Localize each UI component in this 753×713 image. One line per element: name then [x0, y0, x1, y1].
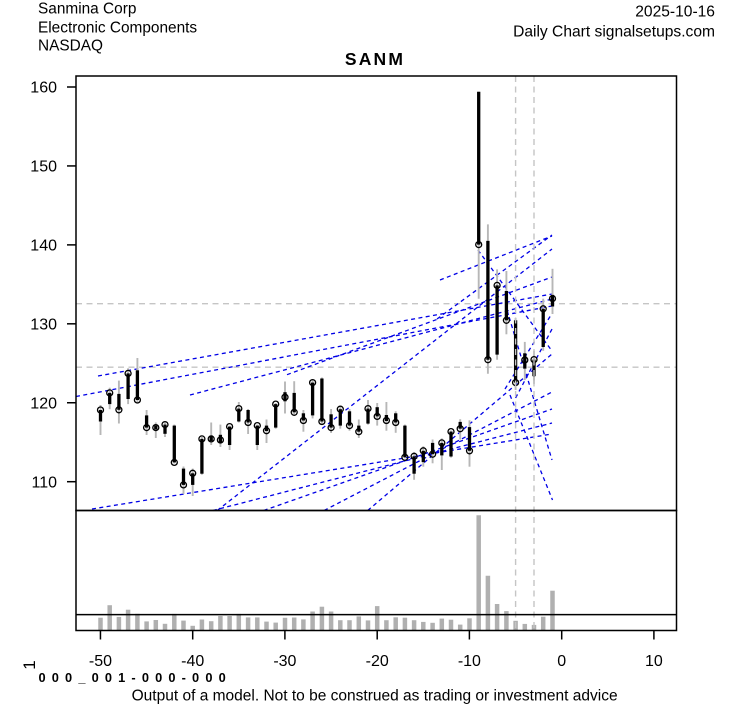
svg-text:SANM: SANM [345, 49, 405, 69]
svg-text:160: 160 [30, 80, 57, 97]
svg-text:-10: -10 [458, 653, 481, 670]
svg-text:120: 120 [30, 395, 57, 412]
svg-text:-20: -20 [366, 653, 389, 670]
svg-text:150: 150 [30, 159, 57, 176]
svg-text:1: 1 [20, 660, 39, 669]
svg-text:Electronic Components: Electronic Components [38, 19, 197, 36]
svg-text:Output of a model. Not to be c: Output of a model. Not to be construed a… [132, 688, 618, 705]
svg-text:Daily Chart signalsetups.com: Daily Chart signalsetups.com [513, 23, 715, 40]
svg-text:-40: -40 [181, 653, 204, 670]
svg-text:140: 140 [30, 238, 57, 255]
svg-text:110: 110 [31, 474, 57, 491]
svg-text:NASDAQ: NASDAQ [38, 38, 103, 55]
svg-text:2025-10-16: 2025-10-16 [635, 3, 715, 20]
svg-text:0: 0 [557, 653, 566, 670]
svg-text:10: 10 [645, 653, 663, 670]
svg-text:-30: -30 [273, 653, 296, 670]
svg-text:-50: -50 [89, 653, 112, 670]
svg-text:130: 130 [30, 317, 57, 334]
svg-text:0 0 0 _ 0 0 1 - 0 0 0 - 0 0 0: 0 0 0 _ 0 0 1 - 0 0 0 - 0 0 0 [39, 670, 228, 685]
svg-text:Sanmina Corp: Sanmina Corp [38, 1, 136, 18]
